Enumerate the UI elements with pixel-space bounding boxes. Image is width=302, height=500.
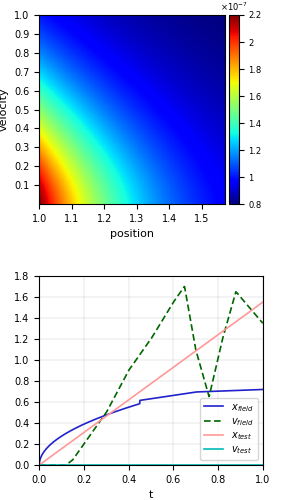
Y-axis label: velocity: velocity (0, 88, 9, 132)
Title: $\times 10^{-7}$: $\times 10^{-7}$ (220, 0, 248, 13)
X-axis label: position: position (110, 230, 154, 239)
Legend: $x_{field}$, $v_{field}$, $x_{test}$, $v_{test}$: $x_{field}$, $v_{field}$, $x_{test}$, $v… (200, 398, 258, 460)
X-axis label: t: t (149, 490, 153, 500)
